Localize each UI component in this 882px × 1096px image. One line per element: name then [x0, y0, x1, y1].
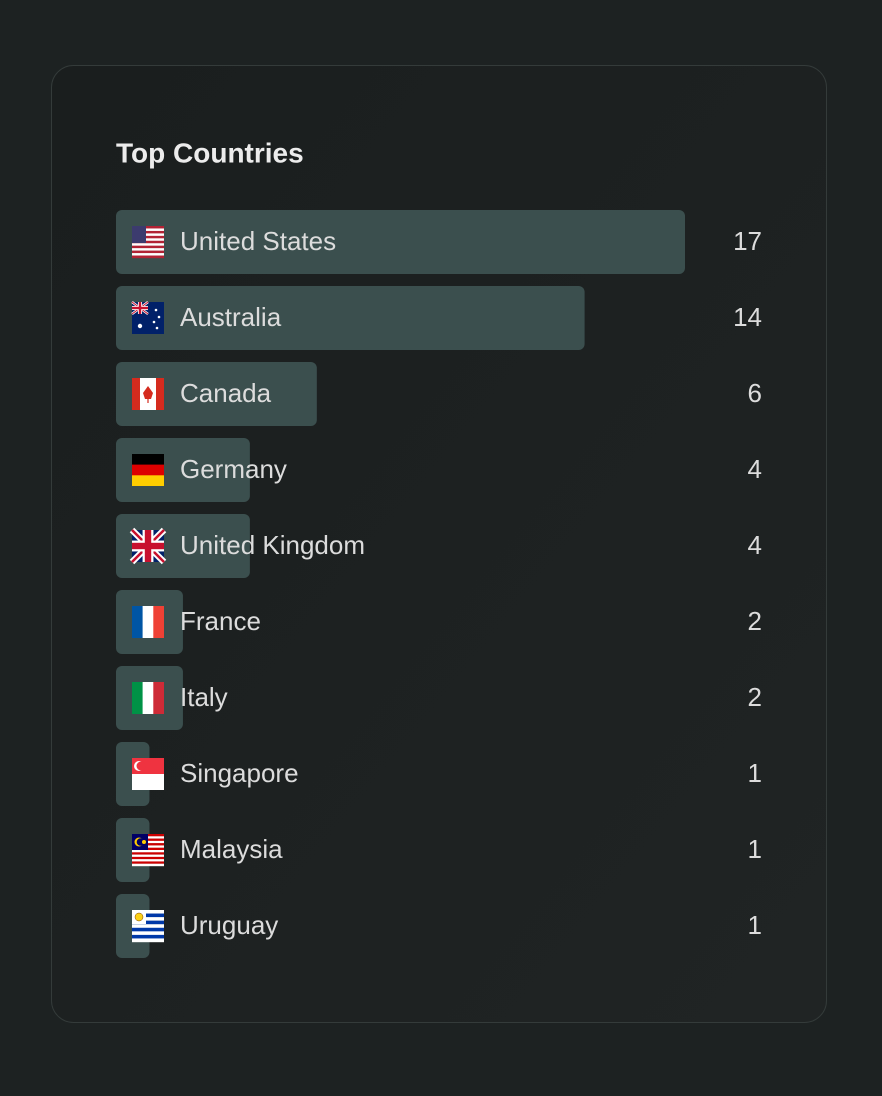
- country-label: Germany: [180, 454, 287, 484]
- value-label: 2: [748, 606, 762, 636]
- flag-part: [154, 308, 158, 312]
- flag-part: [132, 255, 164, 259]
- flag-part: [132, 248, 164, 251]
- flag-part: [156, 378, 164, 410]
- flag-icon: [132, 454, 164, 486]
- country-label: United Kingdom: [180, 530, 365, 560]
- flag-icon: [132, 226, 164, 259]
- flag-icon: [132, 682, 164, 714]
- flag-part: [132, 917, 164, 921]
- country-label: Uruguay: [180, 910, 278, 940]
- flag-part: [132, 235, 164, 239]
- flag-part: [132, 606, 143, 638]
- value-label: 4: [748, 530, 762, 560]
- flag-part: [142, 606, 154, 638]
- flag-part: [132, 927, 164, 932]
- flag-part: [132, 228, 164, 232]
- value-label: 1: [748, 758, 762, 788]
- flag-part: [132, 682, 143, 714]
- flag-part: [132, 454, 164, 465]
- bar: [116, 210, 685, 274]
- flag-part: [132, 856, 164, 860]
- flag-part: [132, 378, 140, 410]
- flag-part: [132, 253, 164, 256]
- flag-part: [132, 464, 164, 476]
- country-label: France: [180, 606, 261, 636]
- flag-icon: [132, 910, 164, 943]
- flag-part: [132, 863, 164, 867]
- flag-part: [132, 938, 164, 943]
- flag-icon: [132, 834, 164, 867]
- flag-part: [152, 320, 156, 324]
- flag-part: [132, 233, 164, 237]
- flag-part: [132, 852, 164, 855]
- value-label: 6: [748, 378, 762, 408]
- flag-part: [132, 250, 164, 254]
- country-label: Australia: [180, 302, 282, 332]
- value-label: 2: [748, 682, 762, 712]
- flag-part: [132, 854, 164, 858]
- value-label: 1: [748, 910, 762, 940]
- flag-part: [132, 859, 164, 862]
- flag-part: [153, 606, 164, 638]
- flag-part: [132, 913, 164, 918]
- flag-part: [142, 682, 154, 714]
- flag-part: [132, 230, 164, 234]
- flag-part: [136, 761, 146, 771]
- flag-part: [153, 682, 164, 714]
- flag-part: [132, 226, 146, 243]
- flag-part: [137, 323, 143, 329]
- flag-part: [132, 850, 164, 853]
- flag-part: [132, 861, 164, 864]
- value-label: 17: [733, 226, 762, 256]
- flag-part: [132, 934, 164, 939]
- country-label: United States: [180, 226, 336, 256]
- flag-part: [132, 243, 164, 246]
- flag-part: [134, 912, 144, 922]
- flag-part: [132, 931, 164, 936]
- flag-part: [155, 326, 159, 330]
- flag-part: [132, 238, 164, 241]
- flag-part: [132, 306, 148, 310]
- flag-part: [132, 924, 164, 928]
- flag-icon: [132, 606, 164, 638]
- flag-part: [147, 398, 149, 403]
- country-label: Singapore: [180, 758, 299, 788]
- flag-part: [132, 920, 164, 925]
- bar: [116, 286, 585, 350]
- flag-icon: [132, 758, 164, 790]
- country-label: Italy: [180, 682, 228, 712]
- flag-part: [132, 226, 164, 229]
- bar: [116, 362, 317, 426]
- card-title: Top Countries: [116, 137, 304, 168]
- flag-part: [132, 240, 164, 244]
- flag-icon: [129, 527, 167, 565]
- flag-part: [157, 315, 161, 319]
- country-label: Malaysia: [180, 834, 283, 864]
- flag-icon: [132, 378, 164, 410]
- flag-part: [136, 838, 145, 846]
- flag-part: [132, 774, 164, 790]
- value-label: 1: [748, 834, 762, 864]
- flag-part: [132, 910, 164, 914]
- flag-part: [132, 475, 164, 486]
- country-label: Canada: [180, 378, 272, 408]
- flag-part: [142, 840, 146, 844]
- flag-part: [132, 245, 164, 249]
- value-label: 14: [733, 302, 762, 332]
- flag-icon: [131, 301, 164, 334]
- flag-part: [132, 542, 164, 550]
- value-label: 4: [748, 454, 762, 484]
- flag-part: [143, 386, 153, 399]
